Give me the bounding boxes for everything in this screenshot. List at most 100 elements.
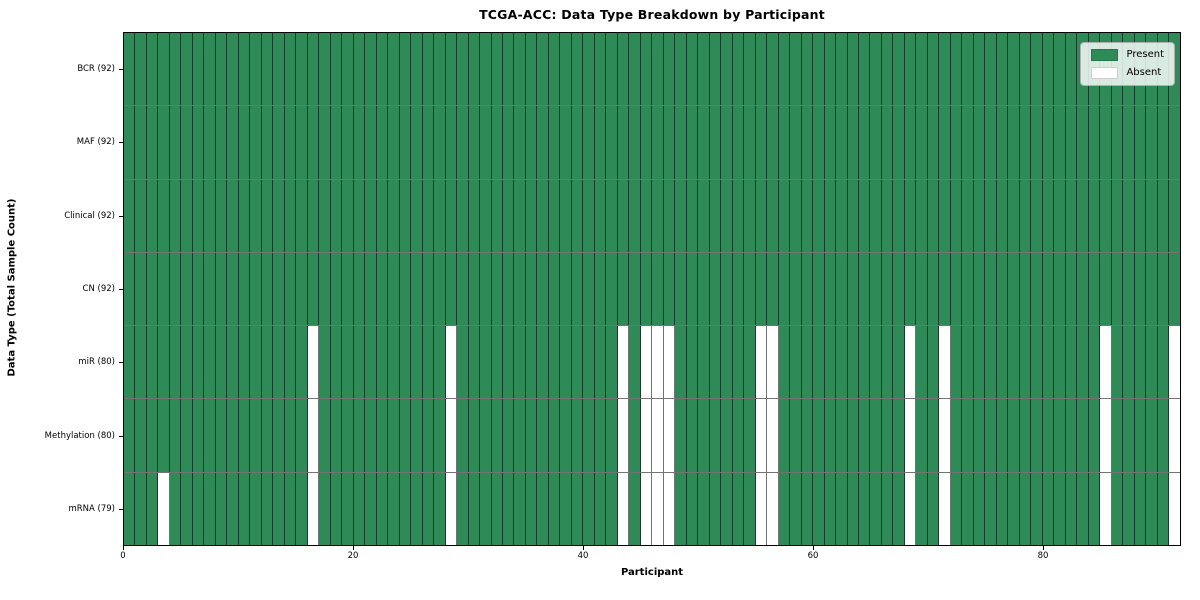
heatmap-cell-present bbox=[686, 399, 699, 472]
heatmap-cell-absent bbox=[663, 399, 676, 472]
heatmap-cell-present bbox=[801, 252, 814, 326]
heatmap-cell-present bbox=[686, 472, 699, 545]
heatmap-cell-present bbox=[870, 399, 882, 472]
heatmap-cell-present bbox=[388, 33, 400, 106]
heatmap-cell-present bbox=[778, 252, 791, 326]
heatmap-cell-present bbox=[985, 326, 997, 399]
heatmap-cell-present bbox=[480, 33, 492, 106]
heatmap-row-mrna bbox=[124, 472, 1180, 545]
heatmap-cell-present bbox=[1042, 33, 1055, 106]
heatmap-cell-present bbox=[939, 179, 951, 252]
heatmap-cell-present bbox=[847, 326, 859, 399]
heatmap-cell-absent bbox=[640, 326, 653, 399]
heatmap-cell-present bbox=[525, 252, 538, 326]
heatmap-cell-present bbox=[870, 252, 882, 326]
heatmap-cell-present bbox=[847, 252, 859, 326]
heatmap-cell-present bbox=[330, 399, 343, 472]
heatmap-cell-present bbox=[1088, 399, 1101, 472]
heatmap-cell-present bbox=[158, 399, 170, 472]
heatmap-cell-absent bbox=[755, 326, 768, 399]
heatmap-cell-present bbox=[813, 33, 825, 106]
heatmap-cell-present bbox=[859, 179, 871, 252]
heatmap-cell-present bbox=[411, 106, 423, 179]
heatmap-cell-present bbox=[709, 472, 722, 545]
heatmap-cell-present bbox=[698, 106, 710, 179]
heatmap-cell-present bbox=[1054, 252, 1066, 326]
heatmap-cell-present bbox=[560, 252, 572, 326]
heatmap-cell-present bbox=[950, 252, 963, 326]
heatmap-cell-present bbox=[560, 326, 572, 399]
heatmap-cell-absent bbox=[652, 472, 664, 545]
heatmap-cell-present bbox=[353, 179, 366, 252]
heatmap-cell-present bbox=[376, 252, 389, 326]
heatmap-cell-present bbox=[870, 33, 882, 106]
heatmap-cell-present bbox=[686, 252, 699, 326]
heatmap-cell-present bbox=[514, 179, 526, 252]
heatmap-cell-present bbox=[1019, 326, 1032, 399]
heatmap-cell-present bbox=[813, 472, 825, 545]
heatmap-cell-present bbox=[1157, 252, 1170, 326]
heatmap-cell-present bbox=[204, 179, 216, 252]
heatmap-cell-present bbox=[1157, 106, 1170, 179]
heatmap-cell-present bbox=[307, 179, 320, 252]
heatmap-cell-present bbox=[744, 472, 756, 545]
heatmap-cell-present bbox=[525, 326, 538, 399]
heatmap-cell-present bbox=[192, 472, 205, 545]
heatmap-cell-present bbox=[916, 33, 928, 106]
heatmap-cell-present bbox=[640, 179, 653, 252]
heatmap-cell-present bbox=[227, 252, 239, 326]
heatmap-cell-present bbox=[445, 33, 458, 106]
heatmap-cell-present bbox=[583, 326, 595, 399]
heatmap-cell-present bbox=[755, 179, 768, 252]
x-axis-label: Participant bbox=[620, 567, 684, 578]
heatmap-cell-present bbox=[847, 472, 859, 545]
heatmap-cell-present bbox=[388, 399, 400, 472]
heatmap-cell-present bbox=[204, 472, 216, 545]
heatmap-cell-present bbox=[1065, 399, 1078, 472]
heatmap-cell-present bbox=[927, 326, 940, 399]
heatmap-cell-present bbox=[973, 252, 986, 326]
heatmap-cell-present bbox=[985, 399, 997, 472]
heatmap-cell-present bbox=[594, 472, 607, 545]
heatmap-cell-present bbox=[1008, 472, 1020, 545]
heatmap-cell-present bbox=[330, 326, 343, 399]
heatmap-cell-absent bbox=[617, 399, 630, 472]
heatmap-cell-present bbox=[192, 33, 205, 106]
heatmap-cell-present bbox=[1019, 106, 1032, 179]
heatmap-cell-present bbox=[744, 106, 756, 179]
heatmap-cell-present bbox=[457, 179, 469, 252]
heatmap-cell-present bbox=[571, 472, 584, 545]
heatmap-cell-present bbox=[973, 326, 986, 399]
heatmap-cell-present bbox=[480, 179, 492, 252]
heatmap-cell-present bbox=[399, 106, 412, 179]
heatmap-cell-present bbox=[192, 326, 205, 399]
heatmap-cell-present bbox=[548, 179, 561, 252]
heatmap-cell-absent bbox=[904, 472, 917, 545]
heatmap-cell-present bbox=[675, 399, 687, 472]
heatmap-cell-present bbox=[457, 472, 469, 545]
heatmap-cell-present bbox=[985, 106, 997, 179]
heatmap-cell-present bbox=[1054, 326, 1066, 399]
y-tick-mark bbox=[119, 289, 123, 290]
heatmap-cell-present bbox=[1077, 399, 1089, 472]
heatmap-cell-present bbox=[778, 179, 791, 252]
heatmap-cell-present bbox=[284, 33, 297, 106]
heatmap-cell-present bbox=[238, 472, 251, 545]
heatmap-cell-present bbox=[124, 179, 136, 252]
heatmap-cell-present bbox=[1054, 472, 1066, 545]
heatmap-cell-present bbox=[227, 33, 239, 106]
heatmap-cell-present bbox=[767, 179, 779, 252]
heatmap-cell-present bbox=[491, 33, 503, 106]
heatmap-cell-present bbox=[319, 252, 331, 326]
heatmap-cell-present bbox=[985, 33, 997, 106]
heatmap-grid bbox=[124, 33, 1180, 545]
heatmap-cell-present bbox=[181, 399, 193, 472]
heatmap-cell-present bbox=[904, 33, 917, 106]
heatmap-cell-present bbox=[847, 33, 859, 106]
heatmap-cell-present bbox=[927, 33, 940, 106]
heatmap-cell-present bbox=[985, 179, 997, 252]
heatmap-cell-present bbox=[273, 326, 285, 399]
heatmap-cell-present bbox=[181, 106, 193, 179]
heatmap-cell-present bbox=[663, 33, 676, 106]
heatmap-cell-present bbox=[583, 472, 595, 545]
